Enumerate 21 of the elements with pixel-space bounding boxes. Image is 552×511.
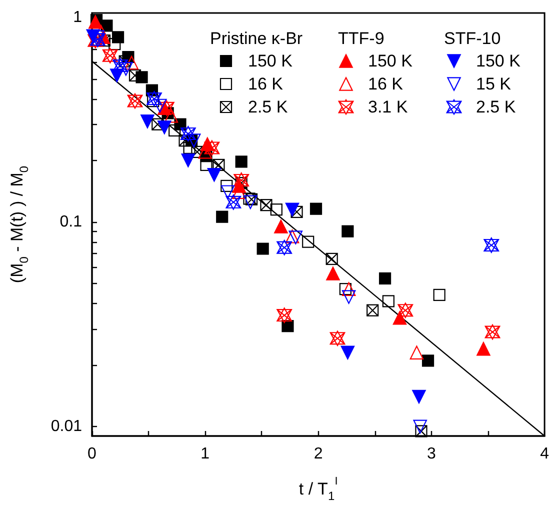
legend-label: 16 K xyxy=(368,74,404,94)
y-tick-label: 0.1 xyxy=(60,213,82,230)
x-tick-label: 0 xyxy=(88,446,97,462)
y-tick-label: 1 xyxy=(73,8,82,26)
legend-label: 3.1 K xyxy=(368,98,408,116)
x-tick-label: 2 xyxy=(314,446,323,462)
legend-label: 150 K xyxy=(368,52,414,70)
x-tick-label: 4 xyxy=(540,446,550,462)
x-tick-label: 1 xyxy=(200,446,210,462)
y-axis-title: (M0 - M(t) ) / M0 xyxy=(8,166,31,284)
legend-label: 150 K xyxy=(248,52,294,70)
annotation: TTF-9 xyxy=(338,29,384,48)
legend-label: 2.5 K xyxy=(248,98,288,116)
y-tick-label: 0.01 xyxy=(50,418,82,436)
annotation: STF-10 xyxy=(444,29,501,48)
legend-label: 150 K xyxy=(476,52,522,70)
annotation: Pristine κ-Br xyxy=(210,29,303,48)
legend-label: 15 K xyxy=(476,74,512,94)
legend-label: 16 K xyxy=(248,74,284,94)
legend-label: 2.5 K xyxy=(476,98,516,116)
x-tick-label: 3 xyxy=(426,446,436,462)
